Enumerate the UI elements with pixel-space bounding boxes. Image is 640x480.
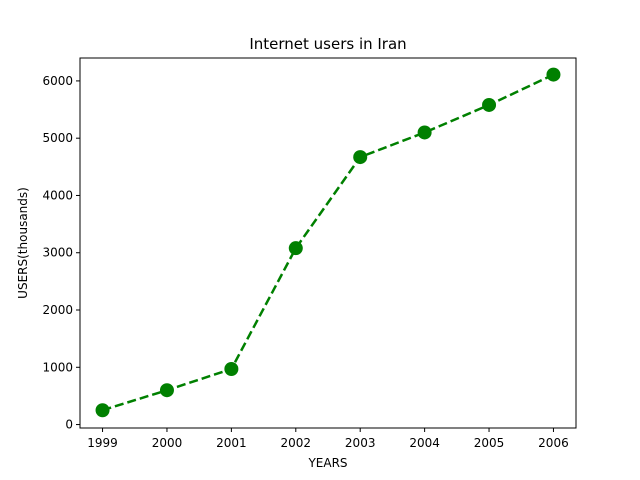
x-axis-label: YEARS bbox=[307, 456, 347, 470]
data-point bbox=[353, 150, 368, 165]
y-tick-label: 5000 bbox=[42, 131, 73, 145]
x-tick-label: 1999 bbox=[87, 436, 118, 450]
y-tick-label: 4000 bbox=[42, 188, 73, 202]
data-point bbox=[159, 383, 174, 398]
chart-title: Internet users in Iran bbox=[249, 35, 406, 53]
x-tick-label: 2002 bbox=[281, 436, 312, 450]
x-tick-label: 2000 bbox=[152, 436, 183, 450]
y-tick-label: 3000 bbox=[42, 246, 73, 260]
data-point bbox=[224, 362, 239, 377]
x-tick-label: 2001 bbox=[216, 436, 247, 450]
y-axis-label: USERS(thousands) bbox=[16, 187, 30, 299]
y-tick-label: 0 bbox=[65, 418, 73, 432]
series-line bbox=[102, 73, 555, 412]
series-markers bbox=[95, 67, 561, 418]
y-tick-label: 6000 bbox=[42, 74, 73, 88]
data-point bbox=[417, 125, 432, 140]
x-tick-label: 2005 bbox=[474, 436, 505, 450]
x-tick-label: 2006 bbox=[538, 436, 569, 450]
plot-frame bbox=[79, 57, 577, 429]
data-point bbox=[546, 67, 561, 82]
y-axis: 0 1000 2000 3000 4000 5000 6000 bbox=[42, 74, 80, 432]
x-axis: 1999 2000 2001 2002 2003 2004 2005 2006 bbox=[87, 428, 569, 450]
x-tick-label: 2003 bbox=[345, 436, 376, 450]
y-tick-label: 1000 bbox=[42, 360, 73, 374]
data-point bbox=[482, 97, 497, 112]
x-tick-label: 2004 bbox=[409, 436, 440, 450]
y-tick-label: 2000 bbox=[42, 303, 73, 317]
data-point bbox=[95, 403, 110, 418]
data-point bbox=[288, 241, 303, 256]
